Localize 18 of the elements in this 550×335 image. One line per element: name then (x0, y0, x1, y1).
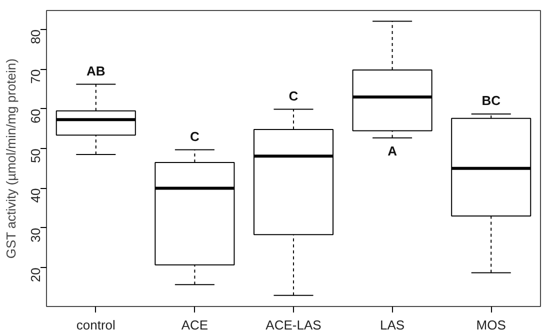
y-tick-label: 20 (28, 268, 43, 282)
y-tick-label: 70 (28, 69, 43, 84)
annotation: AB (86, 63, 106, 78)
y-tick-label: 60 (28, 108, 43, 124)
x-tick-label: control (76, 318, 116, 332)
annotation: BC (482, 93, 502, 108)
y-tick-label: 80 (28, 30, 43, 44)
y-tick-label: 40 (28, 188, 43, 203)
y-tick-label: 50 (28, 148, 43, 164)
x-tick-label: LAS (380, 318, 405, 332)
annotation: A (388, 144, 398, 159)
x-tick-label: ACE (181, 318, 208, 332)
x-tick-label: ACE-LAS (266, 318, 322, 332)
y-tick-label: 30 (28, 228, 43, 242)
annotation: C (190, 128, 200, 144)
x-tick-label: MOS (476, 318, 506, 332)
y-axis-title: GST activity (µmol/min/mg protein) (4, 58, 18, 259)
annotation: C (288, 88, 299, 104)
